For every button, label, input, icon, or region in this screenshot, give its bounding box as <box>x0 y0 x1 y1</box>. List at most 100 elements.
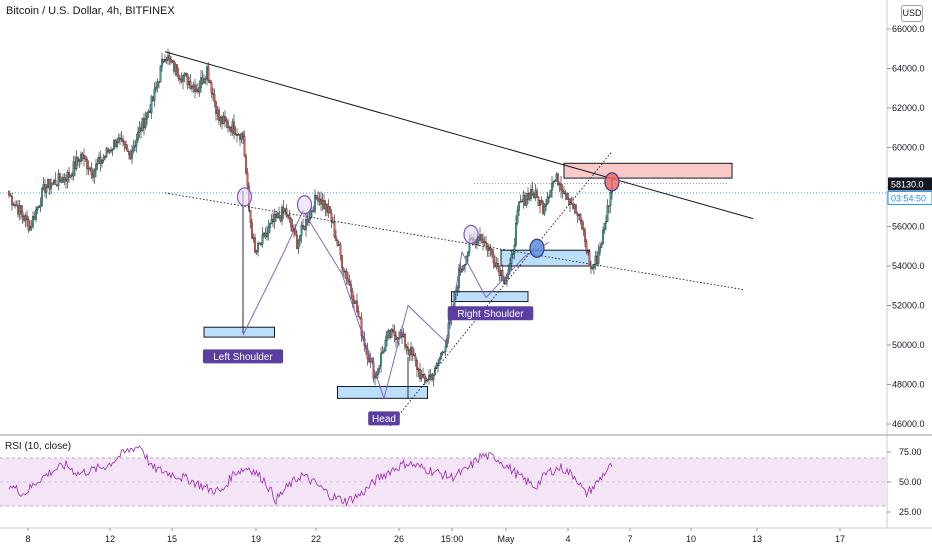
candle <box>432 375 435 380</box>
candle <box>557 173 559 185</box>
pattern-circle <box>296 195 313 215</box>
support-zone <box>451 291 529 303</box>
candle <box>306 218 309 223</box>
candle <box>407 347 409 351</box>
candle <box>554 180 556 182</box>
candle <box>531 188 534 195</box>
candle <box>296 235 298 249</box>
candle <box>503 280 505 284</box>
candle <box>309 210 312 219</box>
resistance-zone <box>563 162 733 179</box>
candle <box>183 72 186 77</box>
candle <box>528 193 531 200</box>
candle <box>485 241 487 244</box>
candle <box>165 59 168 61</box>
pattern-line <box>242 209 550 400</box>
candle <box>90 167 93 176</box>
candle <box>120 138 123 140</box>
candle <box>389 330 391 338</box>
candle <box>33 216 36 220</box>
time-tick-label: 19 <box>251 534 261 544</box>
candle <box>177 74 180 79</box>
candle <box>414 355 417 361</box>
candle <box>222 116 225 124</box>
candle <box>543 206 546 214</box>
candle <box>30 226 33 228</box>
candle <box>231 121 234 133</box>
candle <box>396 337 399 341</box>
candle <box>17 205 19 215</box>
rsi-tick-label: 50.00 <box>899 477 922 487</box>
candle <box>317 197 319 202</box>
candle <box>206 66 208 79</box>
candle <box>351 290 354 300</box>
countdown-label: 03:54:50 <box>891 193 926 203</box>
candle <box>488 247 490 251</box>
candle <box>185 72 187 75</box>
currency-button[interactable]: USD <box>901 5 923 22</box>
candle <box>182 75 184 82</box>
candle <box>530 188 532 200</box>
candle <box>101 160 103 164</box>
price-tick-label: 52000.0 <box>892 301 925 311</box>
dotted-trendline <box>164 192 745 291</box>
price-tick-label: 62000.0 <box>892 103 925 113</box>
rsi-line <box>8 445 613 508</box>
candle <box>8 190 10 196</box>
candle <box>329 206 331 214</box>
candle <box>282 206 285 212</box>
candle <box>159 66 162 82</box>
candle <box>111 149 114 151</box>
candle <box>156 82 159 88</box>
price-tick-label: 64000.0 <box>892 64 925 74</box>
candle <box>95 164 97 171</box>
candle <box>459 268 462 273</box>
candle <box>332 221 334 224</box>
candle <box>357 311 360 317</box>
candle <box>605 221 607 224</box>
candle <box>534 190 537 198</box>
candle <box>195 88 198 93</box>
candle <box>14 204 16 206</box>
candle <box>243 136 246 157</box>
candle <box>20 205 22 212</box>
candle <box>230 127 232 133</box>
candle <box>444 346 447 352</box>
candle <box>78 160 81 162</box>
candle <box>413 354 415 356</box>
candle <box>596 255 598 264</box>
candle <box>401 332 403 338</box>
candle <box>392 329 394 332</box>
pattern-label-bg <box>202 349 284 364</box>
candle <box>161 58 163 67</box>
candle <box>117 137 120 143</box>
candle <box>128 151 130 155</box>
candle <box>54 180 57 185</box>
candle <box>297 240 300 249</box>
candle <box>86 159 88 169</box>
candle <box>219 117 222 121</box>
candle <box>215 101 217 114</box>
candle <box>50 185 52 190</box>
candle <box>350 283 352 292</box>
candle <box>533 194 535 198</box>
candle <box>489 247 492 250</box>
candle <box>197 88 199 93</box>
candle <box>504 278 507 284</box>
pattern-circle <box>604 172 620 192</box>
candle <box>606 205 609 222</box>
time-tick-label: May <box>497 534 515 544</box>
candle <box>135 139 138 146</box>
time-tick-label: 10 <box>686 534 696 544</box>
candle <box>209 80 211 83</box>
candle <box>344 270 346 273</box>
candle <box>35 209 37 220</box>
candle <box>576 213 579 217</box>
candle <box>426 379 429 382</box>
candle <box>56 184 58 186</box>
candle <box>224 116 226 121</box>
candle <box>581 220 583 229</box>
candle <box>246 172 249 187</box>
candle <box>573 204 576 209</box>
candle <box>335 236 337 241</box>
